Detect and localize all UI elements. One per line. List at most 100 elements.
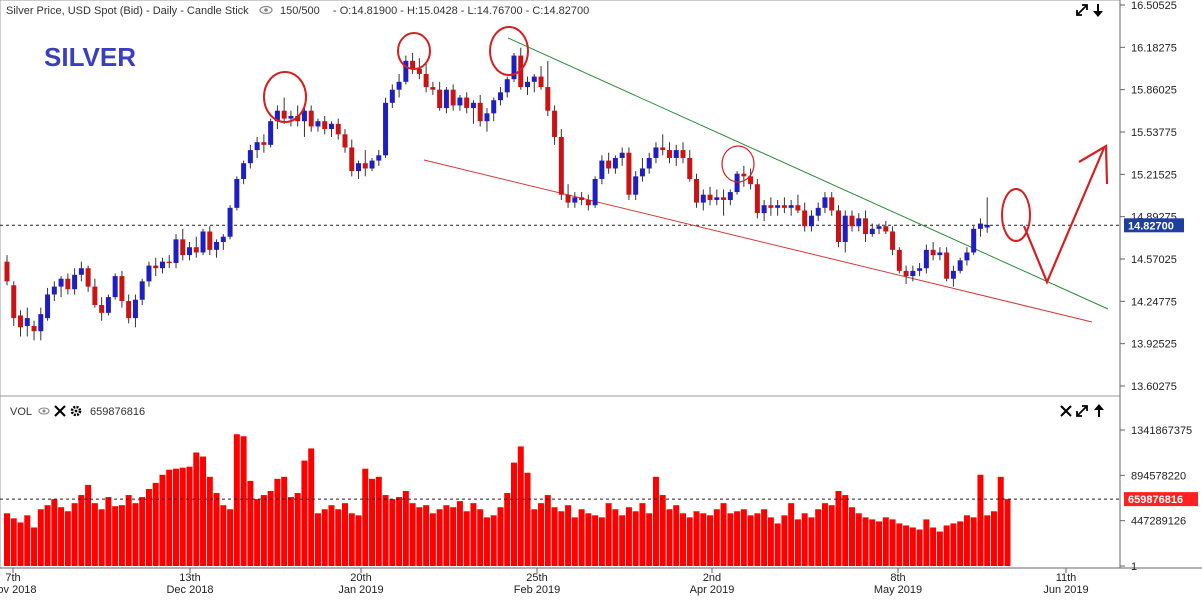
candle-body (538, 76, 544, 88)
candle (761, 199, 767, 221)
gear-icon[interactable] (70, 405, 82, 417)
volume-bar (125, 495, 132, 566)
candle-body (383, 102, 389, 156)
candle-body (491, 100, 497, 114)
price-tick-label: 14.24775 (1131, 296, 1177, 308)
candle (376, 150, 382, 166)
candle-body (274, 110, 280, 122)
candle (315, 118, 321, 132)
volume-bar (166, 469, 173, 566)
candle-body (173, 239, 179, 263)
candle (153, 257, 159, 277)
volume-bar (145, 488, 152, 566)
volume-bar (51, 499, 58, 566)
eye-icon[interactable] (259, 5, 273, 15)
candle-body (890, 231, 896, 250)
candle-body (606, 160, 612, 169)
volume-bar (382, 495, 389, 566)
settings-eye-icon[interactable] (38, 407, 50, 415)
candle-body (545, 87, 551, 111)
candle (65, 273, 71, 295)
candle-body (795, 205, 801, 211)
volume-bar (24, 515, 31, 566)
candle (443, 87, 449, 114)
candle (673, 144, 679, 166)
volume-bar (105, 497, 112, 566)
candle-body (579, 197, 585, 200)
header-instrument: Silver Price, USD Spot (Bid) - Daily - C… (6, 5, 249, 17)
volume-bar (639, 503, 646, 566)
candle-body (721, 197, 727, 200)
candle (802, 202, 808, 232)
candle (24, 307, 30, 337)
candle (883, 220, 889, 235)
volume-bar (308, 448, 315, 566)
candle-body (977, 223, 983, 229)
candle (51, 281, 57, 302)
candle (457, 94, 463, 111)
candle (335, 118, 341, 140)
volume-bar (375, 476, 382, 566)
volume-bar (761, 509, 768, 566)
candle (727, 189, 733, 206)
candle (666, 142, 672, 164)
peak-circle-2 (397, 32, 431, 70)
candle-body (558, 136, 564, 195)
candle-body (896, 249, 902, 271)
candle (531, 73, 537, 93)
volume-bar (504, 493, 511, 566)
volume-bar (267, 491, 274, 566)
candle (403, 55, 409, 85)
volume-bar (551, 507, 558, 566)
candle-body (389, 89, 395, 103)
volume-bar (571, 517, 578, 566)
price-tick-label: 13.92525 (1131, 339, 1177, 351)
expand-icon[interactable] (1076, 4, 1088, 16)
volume-bar (990, 511, 997, 566)
candle-body (869, 228, 875, 235)
candle (842, 210, 848, 253)
candle (247, 144, 253, 169)
candle (768, 197, 774, 216)
date-day-label: 7th (5, 572, 20, 584)
candle-body (957, 260, 963, 271)
volume-bar (754, 513, 761, 566)
volume-bar (321, 509, 328, 566)
volume-bar (260, 495, 267, 566)
volume-bar (767, 517, 774, 566)
volume-bar (233, 434, 240, 566)
close-icon[interactable] (54, 405, 66, 417)
date-month-label: Jun 2019 (1043, 584, 1088, 596)
candle-body (572, 197, 578, 203)
volume-bar (78, 495, 85, 566)
candle (126, 294, 132, 324)
candle (822, 192, 828, 214)
candle (85, 265, 91, 292)
volume-close-icon[interactable] (1060, 405, 1072, 417)
volume-bar (842, 495, 849, 566)
volume-bar (957, 521, 964, 566)
candle-body (200, 231, 206, 253)
candle-body (518, 55, 524, 88)
volume-bar (342, 503, 348, 566)
date-month-label: Feb 2019 (514, 584, 560, 596)
candle (599, 155, 605, 185)
volume-tick-label: 1 (1131, 561, 1137, 573)
candle (552, 105, 558, 145)
volume-bar (274, 478, 281, 566)
candle-body (58, 278, 64, 287)
arrow-down-icon[interactable] (1093, 4, 1103, 17)
candle (464, 92, 470, 114)
candle-body (4, 261, 10, 282)
volume-expand-icon[interactable] (1076, 405, 1088, 417)
candle-body (126, 301, 132, 319)
arrow-up-icon[interactable] (1094, 404, 1104, 417)
candle (950, 265, 956, 287)
volume-bar (686, 517, 693, 566)
candle (795, 194, 801, 214)
candle-body (227, 207, 233, 237)
candle (788, 199, 794, 216)
candle-body (761, 205, 767, 214)
candle-body (497, 92, 503, 101)
